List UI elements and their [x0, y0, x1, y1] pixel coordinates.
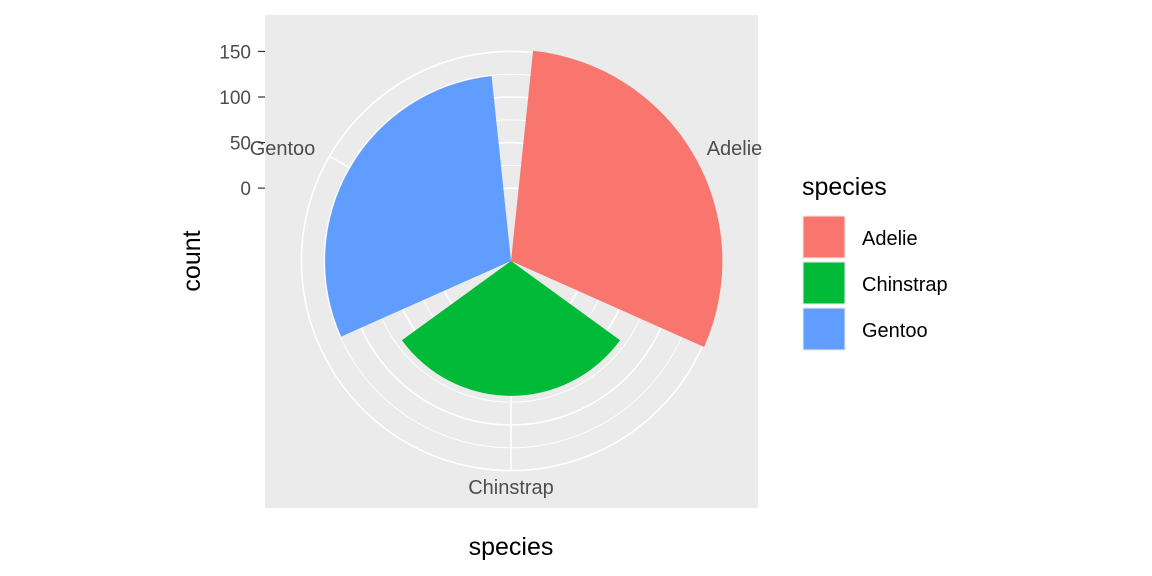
category-labels: Adelie Chinstrap Gentoo — [250, 138, 763, 499]
category-label-adelie: Adelie — [707, 138, 763, 160]
polar-bars — [325, 50, 723, 396]
y-tick-label: 50 — [230, 134, 251, 155]
y-axis: 0 50 100 150 — [219, 42, 265, 200]
legend-swatch-gentoo — [803, 308, 845, 350]
y-tick-label: 150 — [219, 42, 251, 63]
legend-label-gentoo: Gentoo — [862, 320, 928, 342]
bar-chinstrap — [401, 261, 621, 396]
bar-adelie — [511, 50, 723, 347]
bar-gentoo — [325, 76, 511, 337]
category-label-chinstrap: Chinstrap — [468, 477, 554, 499]
legend-swatch-adelie — [803, 216, 845, 258]
legend-swatch-chinstrap — [803, 262, 845, 304]
y-tick-label: 100 — [219, 88, 251, 109]
y-axis-title: count — [178, 230, 206, 291]
legend: species Adelie Chinstrap Gentoo — [802, 173, 948, 351]
legend-title: species — [802, 173, 887, 201]
legend-label-chinstrap: Chinstrap — [862, 274, 948, 296]
category-label-gentoo: Gentoo — [250, 138, 316, 160]
y-tick-label: 0 — [240, 179, 251, 200]
legend-label-adelie: Adelie — [862, 228, 918, 250]
x-axis-title: species — [469, 533, 554, 561]
